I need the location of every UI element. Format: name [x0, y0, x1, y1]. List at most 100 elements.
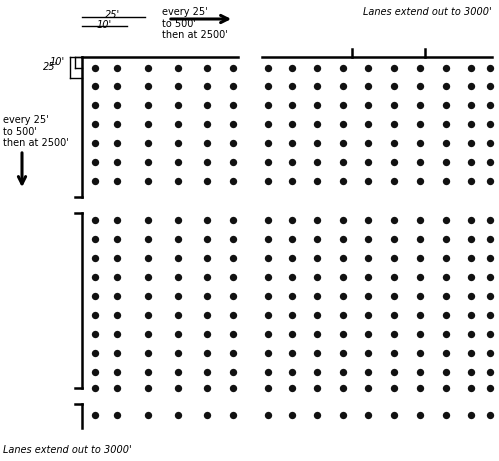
Point: [416, 83, 424, 90]
Point: [174, 120, 182, 128]
Point: [416, 139, 424, 147]
Point: [203, 368, 211, 376]
Point: [416, 292, 424, 300]
Point: [288, 177, 296, 185]
Point: [91, 101, 99, 109]
Point: [390, 368, 398, 376]
Point: [91, 254, 99, 262]
Point: [486, 139, 494, 147]
Point: [229, 368, 237, 376]
Text: 10': 10': [50, 57, 65, 67]
Point: [364, 83, 372, 90]
Point: [313, 235, 321, 242]
Point: [113, 292, 121, 300]
Point: [390, 158, 398, 165]
Point: [416, 101, 424, 109]
Point: [229, 139, 237, 147]
Point: [339, 292, 347, 300]
Point: [390, 216, 398, 224]
Point: [364, 235, 372, 242]
Point: [288, 292, 296, 300]
Point: [113, 384, 121, 392]
Point: [442, 101, 450, 109]
Point: [442, 254, 450, 262]
Point: [174, 139, 182, 147]
Point: [91, 349, 99, 357]
Point: [288, 216, 296, 224]
Text: 25': 25': [43, 62, 58, 72]
Point: [144, 101, 152, 109]
Point: [288, 120, 296, 128]
Point: [390, 177, 398, 185]
Point: [390, 65, 398, 72]
Point: [203, 311, 211, 319]
Point: [313, 158, 321, 165]
Point: [313, 273, 321, 281]
Point: [416, 349, 424, 357]
Point: [144, 254, 152, 262]
Point: [264, 411, 272, 419]
Point: [442, 292, 450, 300]
Point: [144, 235, 152, 242]
Point: [229, 411, 237, 419]
Point: [390, 411, 398, 419]
Point: [113, 331, 121, 338]
Point: [390, 311, 398, 319]
Point: [264, 120, 272, 128]
Point: [467, 139, 475, 147]
Point: [416, 311, 424, 319]
Point: [113, 158, 121, 165]
Point: [416, 216, 424, 224]
Point: [264, 216, 272, 224]
Point: [113, 273, 121, 281]
Point: [313, 254, 321, 262]
Point: [288, 368, 296, 376]
Point: [364, 384, 372, 392]
Point: [113, 311, 121, 319]
Point: [203, 254, 211, 262]
Point: [288, 83, 296, 90]
Point: [339, 311, 347, 319]
Point: [339, 384, 347, 392]
Point: [467, 292, 475, 300]
Point: [91, 311, 99, 319]
Point: [486, 368, 494, 376]
Point: [390, 349, 398, 357]
Point: [442, 368, 450, 376]
Point: [113, 101, 121, 109]
Point: [203, 139, 211, 147]
Point: [442, 158, 450, 165]
Point: [467, 273, 475, 281]
Point: [313, 331, 321, 338]
Point: [144, 292, 152, 300]
Point: [467, 235, 475, 242]
Point: [91, 273, 99, 281]
Point: [486, 384, 494, 392]
Point: [174, 254, 182, 262]
Point: [264, 292, 272, 300]
Point: [416, 368, 424, 376]
Point: [442, 216, 450, 224]
Point: [364, 292, 372, 300]
Point: [288, 139, 296, 147]
Point: [442, 65, 450, 72]
Point: [144, 216, 152, 224]
Point: [144, 177, 152, 185]
Point: [288, 254, 296, 262]
Point: [264, 139, 272, 147]
Point: [144, 83, 152, 90]
Point: [91, 83, 99, 90]
Point: [486, 101, 494, 109]
Point: [203, 411, 211, 419]
Point: [364, 273, 372, 281]
Point: [229, 177, 237, 185]
Point: [91, 292, 99, 300]
Point: [442, 83, 450, 90]
Point: [486, 83, 494, 90]
Point: [203, 235, 211, 242]
Point: [229, 384, 237, 392]
Point: [113, 120, 121, 128]
Point: [442, 273, 450, 281]
Point: [364, 120, 372, 128]
Point: [91, 65, 99, 72]
